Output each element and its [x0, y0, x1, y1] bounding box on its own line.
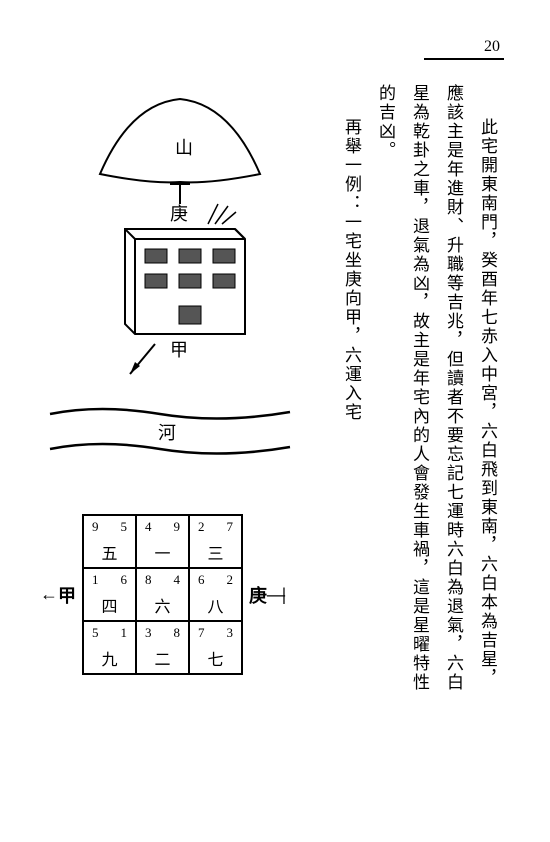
page-number: 20 — [424, 38, 504, 60]
chart-cell: 38二 — [136, 621, 189, 674]
mountain-label: 山 — [175, 138, 193, 158]
flying-star-chart: ← 甲 95五 49一 27三 16四 84六 62八 51九 38二 73七 … — [40, 514, 330, 675]
paragraph: 此宅開東南門，癸酉年七赤入中宮，六白飛到東南，六白本為吉星， — [470, 84, 504, 804]
building-top-label: 庚 — [170, 204, 188, 224]
river-label: 河 — [158, 423, 176, 443]
chart-cell: 27三 — [189, 515, 242, 568]
chart-cell: 95五 — [83, 515, 136, 568]
river-diagram: 河 — [30, 399, 330, 469]
chart-cell: 84六 — [136, 568, 189, 621]
chart-cell: 49一 — [136, 515, 189, 568]
chart-cell: 51九 — [83, 621, 136, 674]
chart-left-label: 甲 — [58, 582, 76, 608]
chart-cell: 16四 — [83, 568, 136, 621]
body-text: 此宅開東南門，癸酉年七赤入中宮，六白飛到東南，六白本為吉星， 應該主是年進財、升… — [334, 84, 504, 804]
arrow-left-icon: ← — [40, 584, 58, 605]
diagram-area: 山 庚 甲 河 — [30, 84, 330, 675]
chart-cell: 62八 — [189, 568, 242, 621]
building-diagram: 山 庚 甲 — [30, 84, 330, 384]
mark-right-icon: —| — [267, 584, 283, 605]
building-bottom-label: 甲 — [170, 340, 188, 360]
paragraph: 的吉凶。 — [368, 84, 402, 804]
paragraph: 星為乾卦之車，退氣為凶，故主是年宅內的人會發生車禍，這是星曜特性 — [402, 84, 436, 804]
paragraph: 再舉一例：一宅坐庚向甲，六運入宅 — [334, 84, 368, 804]
chart-cell: 73七 — [189, 621, 242, 674]
paragraph: 應該主是年進財、升職等吉兆，但讀者不要忘記七運時六白為退氣，六白 — [436, 84, 470, 804]
chart-right-label: 庚 — [249, 582, 267, 608]
